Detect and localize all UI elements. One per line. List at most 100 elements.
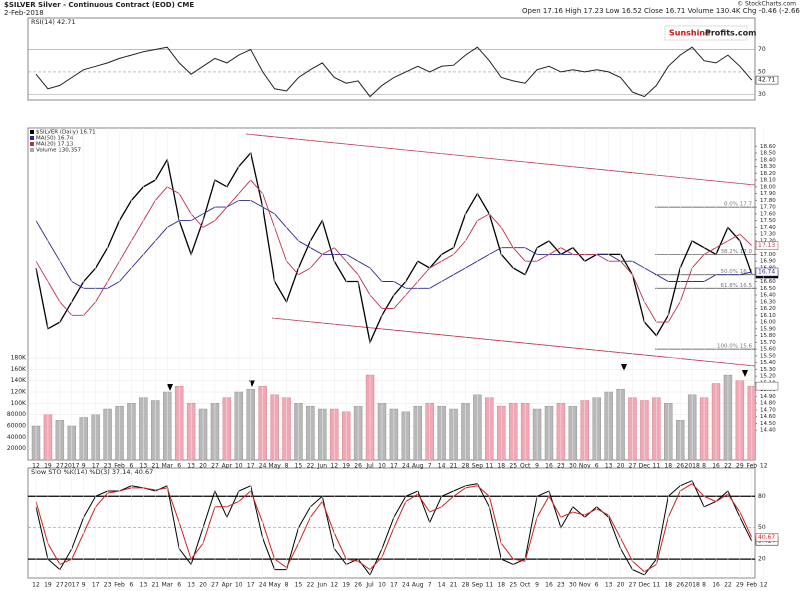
x-tick-label: 18 bbox=[497, 463, 505, 470]
x-tick-label: 29 bbox=[736, 463, 744, 470]
x-tick-label: 12 bbox=[32, 463, 40, 470]
y-tick-label: 17.00 bbox=[760, 252, 776, 258]
value-tag bbox=[755, 381, 779, 391]
fib-label: 100.0% 15.6 bbox=[717, 344, 752, 350]
fib-label: 38.2% 17.0 bbox=[721, 249, 753, 255]
y-tick-label: 15.80 bbox=[760, 333, 776, 339]
x-tick-label: Feb bbox=[114, 463, 125, 470]
x-tick-label: 2017 bbox=[64, 463, 79, 470]
x-tick-label: 13 bbox=[140, 463, 148, 470]
y2-tick-label: 180K bbox=[11, 355, 27, 362]
y-tick-label: 17.80 bbox=[760, 198, 776, 204]
y-tick-label: 15.90 bbox=[760, 326, 776, 332]
x-tick-label: 21 bbox=[450, 463, 458, 470]
x-tick-label: 22 bbox=[307, 463, 315, 470]
legend-swatch bbox=[30, 148, 34, 152]
y-tick-label: 17.70 bbox=[760, 205, 776, 211]
series-line bbox=[35, 46, 753, 98]
x-tick-label: Mar bbox=[162, 582, 174, 589]
y-tick-label: 16.50 bbox=[760, 286, 776, 292]
x-tick-label: Sep bbox=[472, 582, 484, 589]
x-tick-label: Nov bbox=[579, 463, 591, 470]
x-tick-label: Dec bbox=[639, 463, 651, 470]
x-tick-label: 8 bbox=[285, 463, 289, 470]
y-tick-label: 15.20 bbox=[760, 374, 776, 380]
y-tick-label: 16.90 bbox=[760, 259, 776, 265]
fib-label: 61.8% 16.5 bbox=[721, 283, 753, 289]
y-tick-label: 15.50 bbox=[760, 353, 776, 359]
x-tick-label: 26 bbox=[354, 582, 362, 589]
x-tick-label: Dec bbox=[639, 582, 651, 589]
x-tick-label: 19 bbox=[44, 463, 52, 470]
x-tick-label: 6 bbox=[177, 582, 181, 589]
x-tick-label: 20 bbox=[199, 582, 207, 589]
x-tick-label: 6 bbox=[130, 582, 134, 589]
x-tick-label: 6 bbox=[595, 582, 599, 589]
y-tick-label: 14.70 bbox=[760, 407, 776, 413]
y-tick-label: 17.30 bbox=[760, 232, 776, 238]
legend-swatch bbox=[30, 142, 34, 146]
x-tick-label: 26 bbox=[354, 463, 362, 470]
x-tick-label: 15 bbox=[295, 582, 303, 589]
y2-tick-label: 160K bbox=[11, 366, 27, 373]
x-tick-label: 16 bbox=[545, 463, 553, 470]
x-tick-label: 30 bbox=[569, 582, 577, 589]
x-tick-label: 2018 bbox=[685, 463, 700, 470]
x-tick-label: 12 bbox=[760, 463, 768, 470]
x-tick-label: 2017 bbox=[64, 582, 79, 589]
x-tick-label: 10 bbox=[235, 463, 243, 470]
y-tick-label: 16.20 bbox=[760, 306, 776, 312]
x-tick-label: 18 bbox=[664, 582, 672, 589]
y-tick-label: 15.70 bbox=[760, 340, 776, 346]
x-tick-label: 22 bbox=[307, 582, 315, 589]
x-tick-label: 23 bbox=[104, 582, 112, 589]
x-tick-label: 27 bbox=[56, 582, 64, 589]
y2-tick-label: 100K bbox=[11, 400, 27, 407]
copyright: © StockCharts.com bbox=[737, 1, 796, 8]
x-tick-label: 12 bbox=[32, 582, 40, 589]
x-tick-label: 17 bbox=[390, 463, 398, 470]
y-tick-label: 50 bbox=[758, 68, 766, 75]
y-tick-label: 17.50 bbox=[760, 218, 776, 224]
x-tick-label: Feb bbox=[746, 463, 757, 470]
x-tick-label: 16 bbox=[712, 582, 720, 589]
x-tick-label: 12 bbox=[760, 582, 768, 589]
y-tick-label: 14.90 bbox=[760, 394, 776, 400]
y-tick-label: 16.10 bbox=[760, 313, 776, 319]
value-tag-label: 17.13 bbox=[758, 242, 775, 249]
x-tick-label: 14 bbox=[438, 582, 446, 589]
x-tick-label: 17 bbox=[247, 582, 255, 589]
x-tick-label: 27 bbox=[211, 582, 219, 589]
x-tick-label: 22 bbox=[724, 582, 732, 589]
y-tick-label: 16.40 bbox=[760, 293, 776, 299]
x-tick-label: Oct bbox=[520, 582, 531, 589]
x-tick-label: Nov bbox=[579, 582, 591, 589]
value-tag-label: 40.67 bbox=[758, 534, 775, 541]
x-tick-label: 23 bbox=[104, 463, 112, 470]
legend-label: Volume 130,357 bbox=[36, 148, 81, 154]
x-tick-label: 27 bbox=[629, 463, 637, 470]
x-tick-label: 24 bbox=[259, 463, 267, 470]
legend-swatch bbox=[30, 136, 34, 140]
x-tick-label: 9 bbox=[82, 463, 86, 470]
y-tick-label: 18.20 bbox=[760, 171, 776, 177]
legend-label: MA(50) 16.74 bbox=[36, 136, 74, 142]
x-tick-label: 12 bbox=[330, 463, 338, 470]
x-tick-label: 14 bbox=[438, 463, 446, 470]
x-tick-label: 8 bbox=[702, 582, 706, 589]
x-tick-label: 26 bbox=[676, 463, 684, 470]
y-tick-label: 17.60 bbox=[760, 211, 776, 217]
value-tag bbox=[755, 75, 779, 85]
x-tick-label: 12 bbox=[330, 582, 338, 589]
y-tick-label: 18.00 bbox=[760, 184, 776, 190]
x-tick-label: 17 bbox=[247, 463, 255, 470]
value-tag bbox=[755, 533, 779, 542]
value-tag-label: 42.71 bbox=[758, 77, 775, 84]
y-tick-label: 18.30 bbox=[760, 164, 776, 170]
logo: Sunshine bbox=[669, 29, 711, 38]
x-tick-label: 13 bbox=[187, 582, 195, 589]
x-tick-label: 24 bbox=[259, 582, 267, 589]
y2-tick-label: 80000 bbox=[7, 411, 26, 418]
